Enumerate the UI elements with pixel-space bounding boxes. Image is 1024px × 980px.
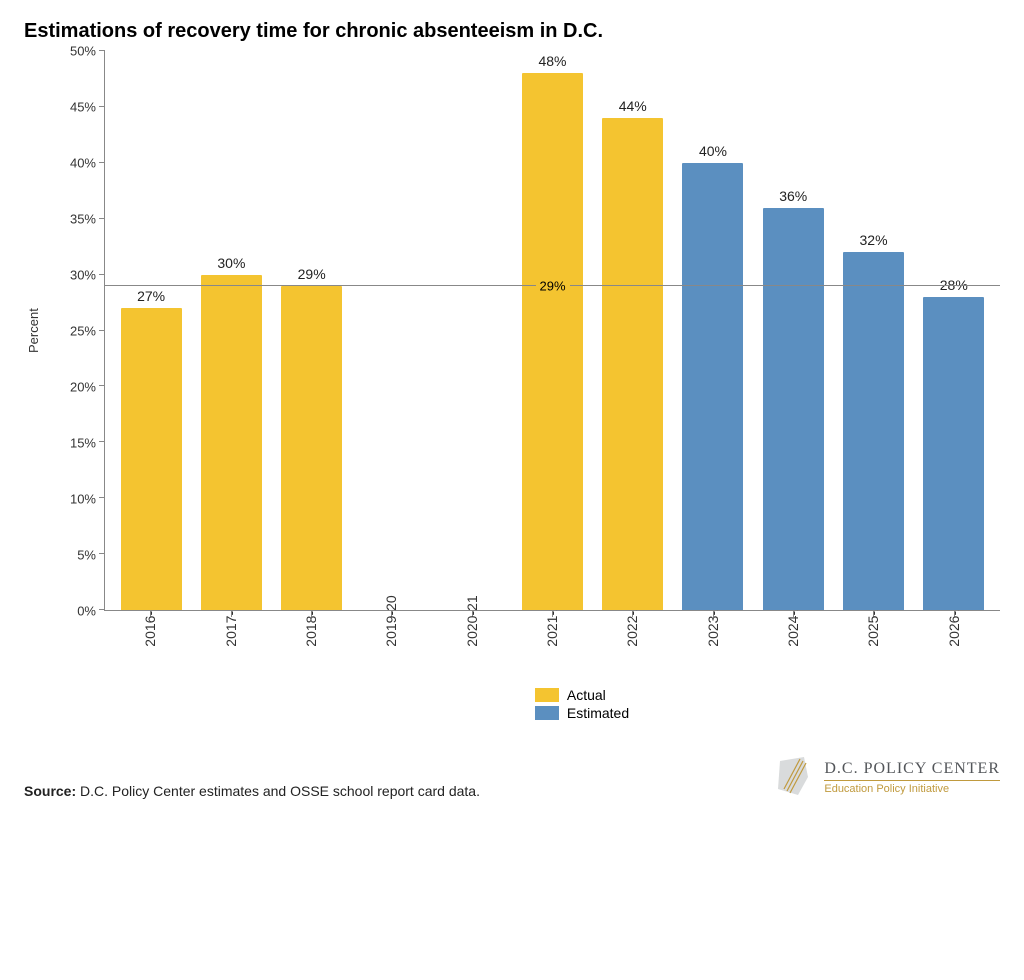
chart-wrapper: Percent 0%5%10%15%20%25%30%35%40%45%50% … xyxy=(24,51,1000,721)
y-tick-label: 15% xyxy=(48,436,96,451)
chart-title: Estimations of recovery time for chronic… xyxy=(24,20,1000,43)
source-text: D.C. Policy Center estimates and OSSE sc… xyxy=(76,783,480,799)
legend: Actual Estimated xyxy=(535,687,629,721)
chart-container: Estimations of recovery time for chronic… xyxy=(0,0,1024,819)
x-tick: 2022-23 xyxy=(592,611,672,687)
bar: 40% xyxy=(682,163,743,610)
logo-sub-text: Education Policy Initiative xyxy=(824,780,1000,795)
brand-logo: D.C. POLICY CENTER Education Policy Init… xyxy=(770,755,1000,799)
bar-slot: 28% xyxy=(914,51,994,610)
y-tick-label: 20% xyxy=(48,380,96,395)
legend-swatch xyxy=(535,688,559,702)
y-tick-label: 25% xyxy=(48,324,96,339)
legend-swatch xyxy=(535,706,559,720)
bar-value-label: 44% xyxy=(619,98,647,114)
source-prefix: Source: xyxy=(24,783,76,799)
x-tick: 2018-19 xyxy=(271,611,351,687)
legend-item: Actual xyxy=(535,687,629,703)
source-line: Source: D.C. Policy Center estimates and… xyxy=(24,783,480,799)
bar-slot xyxy=(432,51,512,610)
bar: 27% xyxy=(121,308,182,610)
bar: 29% xyxy=(281,286,342,610)
bar: 36% xyxy=(763,208,824,610)
x-tick: 2019-20 xyxy=(351,611,431,687)
legend-label: Actual xyxy=(567,687,606,703)
bar-slot: 48% xyxy=(512,51,592,610)
x-tick: 2025-26 xyxy=(833,611,913,687)
y-tick-label: 5% xyxy=(48,548,96,563)
y-tick-label: 35% xyxy=(48,212,96,227)
legend-item: Estimated xyxy=(535,705,629,721)
bar: 30% xyxy=(201,275,262,610)
x-tick: 2017-18 xyxy=(190,611,270,687)
dc-policy-center-icon xyxy=(770,755,814,799)
y-tick-label: 45% xyxy=(48,100,96,115)
footer: Source: D.C. Policy Center estimates and… xyxy=(24,755,1000,799)
bar: 48% xyxy=(522,73,583,610)
x-tick: 2020-21 xyxy=(431,611,511,687)
bar-slot: 30% xyxy=(191,51,271,610)
bar-value-label: 48% xyxy=(538,53,566,69)
bar: 28% xyxy=(923,297,984,610)
y-tick-label: 0% xyxy=(48,604,96,619)
x-tick: 2026-27 xyxy=(914,611,994,687)
y-tick-label: 40% xyxy=(48,156,96,171)
bar: 32% xyxy=(843,252,904,610)
bar-value-label: 29% xyxy=(298,266,326,282)
bar-value-label: 30% xyxy=(217,255,245,271)
bar-value-label: 32% xyxy=(860,232,888,248)
bar-slot: 32% xyxy=(833,51,913,610)
y-tick-label: 30% xyxy=(48,268,96,283)
reference-line-label: 29% xyxy=(535,277,569,294)
bar-slot: 40% xyxy=(673,51,753,610)
bar-slot xyxy=(352,51,432,610)
bar-value-label: 36% xyxy=(779,188,807,204)
y-axis-label: Percent xyxy=(24,51,41,611)
bar-slot: 27% xyxy=(111,51,191,610)
x-tick: 2021-22 xyxy=(512,611,592,687)
x-tick: 2023-24 xyxy=(673,611,753,687)
x-tick: 2024-25 xyxy=(753,611,833,687)
bar-value-label: 40% xyxy=(699,143,727,159)
y-tick-label: 10% xyxy=(48,492,96,507)
bar-slot: 44% xyxy=(593,51,673,610)
x-tick: 2016-17 xyxy=(110,611,190,687)
plot-area: 27%30%29%48%44%40%36%32%28% 29% xyxy=(104,51,1000,611)
bar: 44% xyxy=(602,118,663,610)
bar-slot: 29% xyxy=(272,51,352,610)
bar-value-label: 27% xyxy=(137,288,165,304)
logo-main-text: D.C. POLICY CENTER xyxy=(824,760,1000,778)
y-tick-label: 50% xyxy=(48,44,96,59)
bar-slot: 36% xyxy=(753,51,833,610)
legend-label: Estimated xyxy=(567,705,629,721)
